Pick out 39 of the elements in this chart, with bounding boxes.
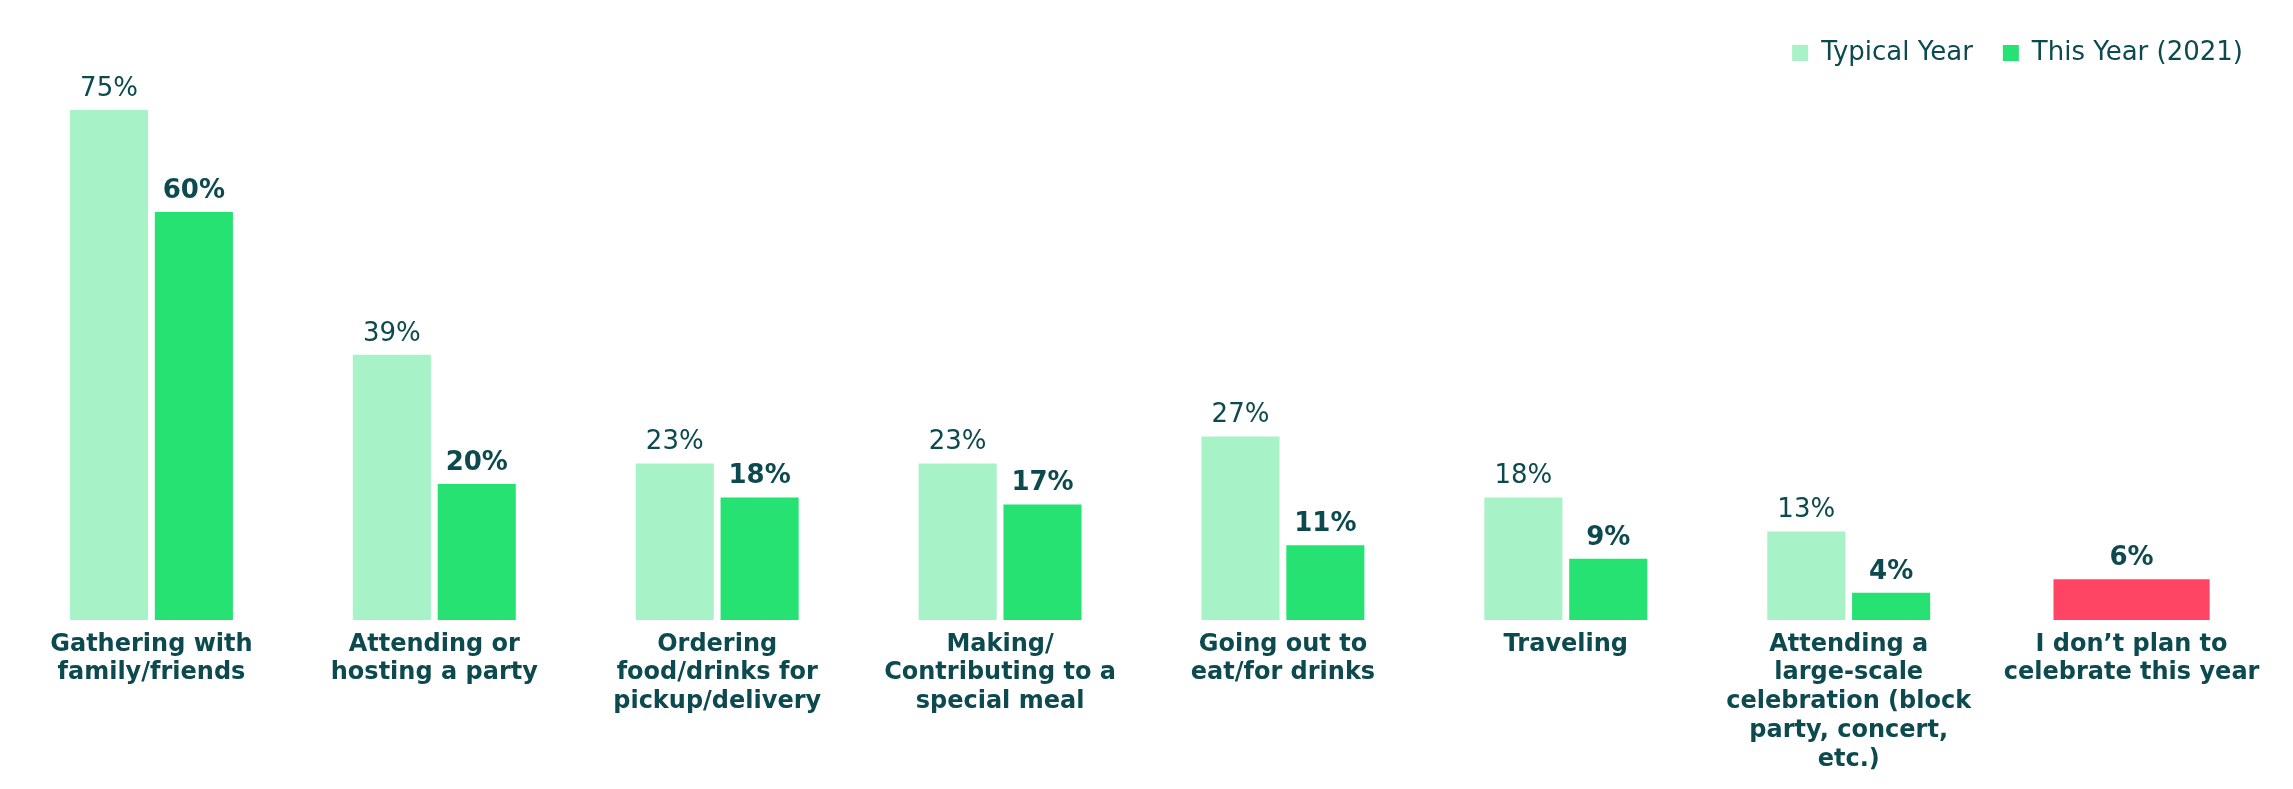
bar (720, 497, 799, 620)
data-label: 6% (2109, 540, 2154, 571)
data-label: 17% (1011, 466, 1074, 497)
bar (635, 463, 714, 620)
bar (1484, 497, 1563, 620)
bar (1201, 436, 1280, 620)
x-tick-label: Gathering with family/friends (50, 628, 253, 686)
x-tick-label: Traveling (1503, 628, 1629, 657)
bar (69, 110, 149, 620)
bar (352, 354, 431, 620)
data-label: 18% (1494, 459, 1553, 490)
x-tick-label: I don’t plan to celebrate this year (2003, 628, 2260, 686)
bar (1852, 592, 1931, 620)
data-label: 4% (1869, 554, 1914, 585)
data-label: 9% (1586, 520, 1631, 551)
data-label: 20% (445, 445, 508, 476)
bar (1286, 545, 1365, 620)
data-label: 27% (1211, 398, 1270, 429)
data-label: 39% (362, 316, 421, 347)
bar (918, 463, 997, 620)
bar (1569, 558, 1648, 620)
data-label: 23% (645, 425, 704, 456)
bar (1003, 504, 1082, 620)
legend-label: Typical Year (1820, 35, 1974, 66)
bar (1767, 531, 1846, 620)
x-tick-label: Ordering food/drinks for pickup/delivery (613, 628, 822, 715)
data-label: 60% (162, 173, 225, 204)
data-label: 75% (80, 71, 138, 102)
x-tick-label: Attending a large-scale celebration (block party, concert, etc.) (1726, 628, 1973, 772)
data-label: 13% (1777, 493, 1836, 524)
data-label: 23% (928, 425, 987, 456)
data-label: 11% (1294, 506, 1357, 537)
bar (437, 484, 516, 620)
data-label: 18% (728, 459, 791, 490)
bar (154, 212, 233, 620)
x-tick-label: Going out to eat/for drinks (1190, 628, 1376, 686)
x-tick-label: Attending or hosting a party (330, 628, 539, 686)
x-tick-label: Making/ Contributing to a special meal (884, 628, 1116, 715)
legend-label: This Year (2021) (2030, 35, 2244, 66)
